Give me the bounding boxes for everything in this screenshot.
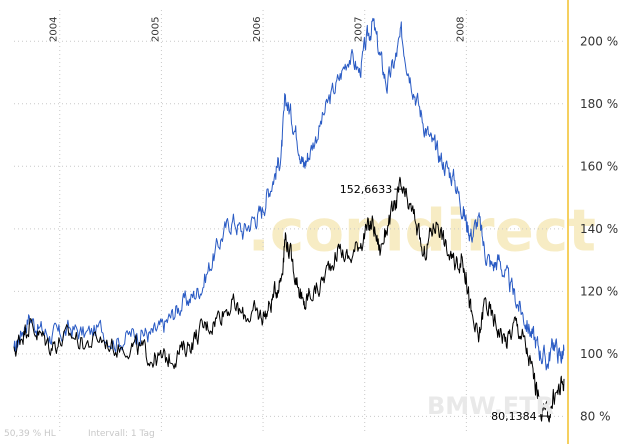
- benchmark-series-line: [13, 17, 565, 371]
- y-tick-label: 180 %: [580, 97, 618, 111]
- footer-interval: Intervall: 1 Tag: [88, 429, 155, 439]
- y-tick-label: 160 %: [580, 159, 618, 173]
- annotation-max-label: 152,6633: [340, 183, 393, 196]
- x-tick-label: 2007: [354, 17, 365, 42]
- y-tick-label: 200 %: [580, 34, 618, 48]
- x-tick-label: 2004: [49, 17, 60, 42]
- x-tick-label: 2006: [252, 17, 263, 42]
- stock-series-line: [13, 176, 565, 423]
- y-tick-label: 120 %: [580, 284, 618, 298]
- ticker-label: BMW.ETR: [427, 392, 554, 420]
- annotation-min-label: 80,1384: [491, 410, 537, 423]
- y-tick-label: 80 %: [580, 409, 611, 423]
- x-tick-label: 2005: [150, 17, 161, 42]
- y-tick-label: 100 %: [580, 347, 618, 361]
- footer-left: 50,39 % HL: [4, 429, 56, 439]
- y-tick-label: 140 %: [580, 222, 618, 236]
- grid: [14, 10, 566, 432]
- x-tick-label: 2008: [455, 17, 466, 42]
